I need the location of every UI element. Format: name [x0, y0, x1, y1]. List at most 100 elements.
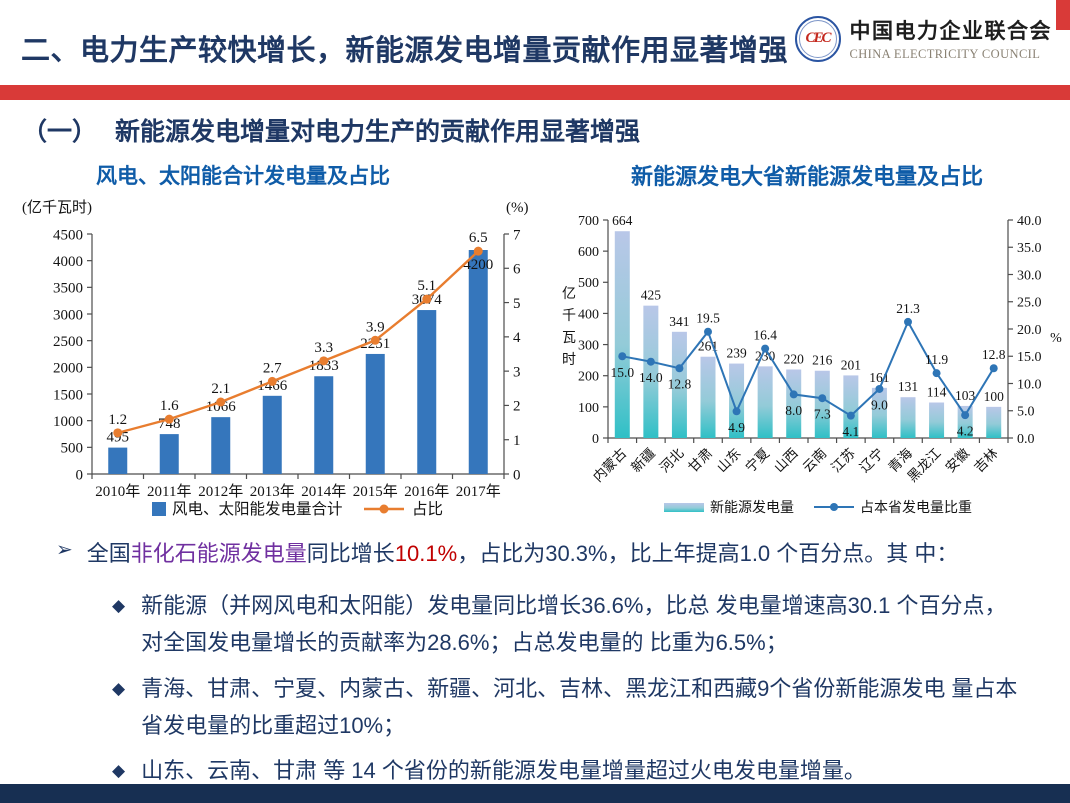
svg-text:占比: 占比: [412, 500, 443, 518]
svg-text:1.6: 1.6: [160, 398, 179, 414]
svg-text:3500: 3500: [53, 281, 83, 297]
svg-text:216: 216: [812, 353, 833, 368]
svg-text:7.3: 7.3: [814, 407, 831, 422]
svg-text:山东: 山东: [714, 446, 744, 476]
svg-text:600: 600: [578, 245, 599, 260]
chart-title-provinces: 新能源发电大省新能源发电量及占比: [631, 164, 984, 189]
svg-text:4000: 4000: [53, 254, 83, 270]
svg-text:2000: 2000: [53, 361, 83, 377]
svg-text:(亿千瓦时): (亿千瓦时): [22, 199, 92, 216]
svg-text:10.0: 10.0: [1017, 377, 1042, 392]
svg-text:山西: 山西: [771, 446, 801, 476]
main-seg-1: 全国: [86, 541, 131, 566]
svg-text:占本省发电量比重: 占本省发电量比重: [860, 500, 972, 516]
svg-text:%: %: [1050, 331, 1062, 346]
svg-text:500: 500: [61, 441, 84, 457]
svg-text:15.0: 15.0: [1017, 350, 1042, 365]
cec-emblem-icon: CEC: [794, 15, 841, 62]
svg-text:201: 201: [841, 357, 861, 372]
svg-text:2016年: 2016年: [404, 483, 449, 500]
svg-text:6.5: 6.5: [469, 230, 488, 246]
svg-text:40.0: 40.0: [1017, 214, 1042, 229]
svg-text:103: 103: [955, 388, 976, 403]
svg-text:3.9: 3.9: [366, 319, 385, 335]
svg-text:8.0: 8.0: [785, 403, 802, 418]
svg-text:261: 261: [698, 339, 718, 354]
svg-text:4: 4: [513, 330, 521, 346]
svg-text:5.1: 5.1: [417, 278, 436, 294]
svg-text:2500: 2500: [53, 334, 83, 350]
province-new-energy-chart: 0 100 200 300 400 500 600 700 0.0 5.0 10.0 15.0 20.0…: [562, 213, 1062, 516]
corner-accent: [1056, 0, 1070, 30]
svg-text:1: 1: [513, 433, 521, 449]
svg-text:14.0: 14.0: [639, 370, 663, 385]
svg-text:亿: 亿: [562, 286, 576, 302]
sub-bullet-3-text: 山东、云南、甘肃 等 14 个省份的新能源发电量增量超过火电发电量增量。: [141, 758, 866, 783]
sub-bullet-3: ◆ 山东、云南、甘肃 等 14 个省份的新能源发电量增量超过火电发电量增量。: [112, 752, 1021, 789]
svg-text:(%): (%): [506, 200, 529, 216]
svg-text:1500: 1500: [53, 387, 83, 403]
svg-text:3: 3: [513, 364, 521, 380]
svg-text:6: 6: [513, 262, 521, 278]
chart-title-wind-solar: 风电、太阳能合计发电量及占比: [96, 165, 390, 188]
svg-text:1000: 1000: [53, 414, 83, 430]
svg-text:16.4: 16.4: [753, 328, 777, 343]
svg-text:辽宁: 辽宁: [856, 445, 886, 475]
svg-text:风电、太阳能发电量合计: 风电、太阳能发电量合计: [172, 500, 343, 518]
svg-text:2012年: 2012年: [198, 483, 243, 500]
svg-text:220: 220: [784, 351, 805, 366]
svg-text:宁夏: 宁夏: [742, 444, 773, 475]
svg-text:2.1: 2.1: [211, 381, 230, 397]
svg-text:1833: 1833: [309, 358, 339, 374]
svg-text:131: 131: [898, 379, 918, 394]
sub-bullet-1: ◆ 新能源（并网风电和太阳能）发电量同比增长36.6%，比总 发电量增速高30.…: [112, 587, 1021, 661]
svg-text:甘肃: 甘肃: [685, 446, 715, 476]
svg-text:2.7: 2.7: [263, 360, 282, 376]
svg-text:江苏: 江苏: [828, 446, 858, 476]
svg-text:新能源发电量: 新能源发电量: [710, 500, 794, 516]
svg-text:0: 0: [592, 432, 599, 447]
svg-text:2015年: 2015年: [353, 483, 398, 500]
svg-text:2011年: 2011年: [147, 483, 191, 500]
svg-text:15.0: 15.0: [610, 365, 634, 380]
svg-text:云南: 云南: [800, 446, 830, 476]
svg-text:3.3: 3.3: [314, 340, 333, 356]
main-bullet: ➢ 全国非化石能源发电量同比增长10.1%，占比为30.3%，比上年提高1.0 …: [56, 536, 958, 568]
svg-text:千: 千: [562, 308, 576, 324]
svg-text:7: 7: [513, 227, 521, 243]
svg-text:4.1: 4.1: [842, 424, 859, 439]
svg-text:35.0: 35.0: [1017, 241, 1042, 256]
svg-text:239: 239: [726, 346, 747, 361]
cec-logo: CEC 中国电力企业联合会 CHINA ELECTRICITY COUNCIL: [794, 15, 1053, 62]
main-seg-5: ，占比为30.3%，比上年提高1.0 个百分点。其 中：: [457, 541, 959, 566]
svg-text:30.0: 30.0: [1017, 268, 1042, 283]
svg-text:2: 2: [513, 399, 521, 415]
logo-org-cn: 中国电力企业联合会: [849, 20, 1052, 43]
svg-text:100: 100: [578, 401, 599, 416]
svg-text:100: 100: [984, 389, 1005, 404]
svg-text:495: 495: [107, 430, 130, 446]
svg-text:4.2: 4.2: [957, 424, 974, 439]
sub-bullet-2: ◆ 青海、甘肃、宁夏、内蒙古、新疆、河北、吉林、黑龙江和西藏9个省份新能源发电 …: [112, 670, 1021, 744]
svg-text:瓦: 瓦: [562, 331, 576, 346]
diamond-bullet-icon: ◆: [112, 596, 126, 615]
svg-text:4200: 4200: [463, 257, 493, 273]
svg-text:内蒙古: 内蒙古: [590, 446, 629, 485]
svg-text:1.2: 1.2: [108, 412, 127, 428]
svg-text:9.0: 9.0: [871, 397, 888, 412]
section-heading: （一） 新能源发电增量对电力生产的贡献作用显著增强: [22, 112, 640, 148]
arrow-bullet-icon: ➢: [56, 539, 73, 561]
emblem-letters: CEC: [805, 30, 831, 46]
svg-text:21.3: 21.3: [896, 301, 920, 316]
svg-text:20.0: 20.0: [1017, 323, 1042, 338]
svg-text:700: 700: [578, 214, 599, 229]
svg-text:0: 0: [513, 467, 521, 483]
main-seg-2: 非化石能源发电量: [130, 541, 307, 566]
svg-text:4500: 4500: [53, 227, 83, 243]
svg-text:2013年: 2013年: [250, 483, 295, 500]
sub-bullet-1-text: 新能源（并网风电和太阳能）发电量同比增长36.6%，比总 发电量增速高30.1 …: [141, 593, 1007, 655]
svg-text:2017年: 2017年: [456, 483, 501, 500]
section-marker: （一）: [22, 118, 98, 146]
diamond-bullet-icon: ◆: [112, 761, 126, 780]
